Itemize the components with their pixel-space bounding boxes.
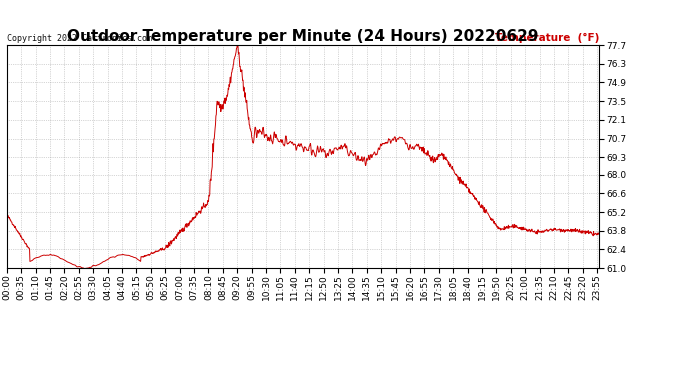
Title: Outdoor Temperature per Minute (24 Hours) 20220629: Outdoor Temperature per Minute (24 Hours… bbox=[67, 29, 539, 44]
Text: Copyright 2022 Cartronics.com: Copyright 2022 Cartronics.com bbox=[7, 34, 152, 43]
Text: Temperature  (°F): Temperature (°F) bbox=[495, 33, 599, 43]
